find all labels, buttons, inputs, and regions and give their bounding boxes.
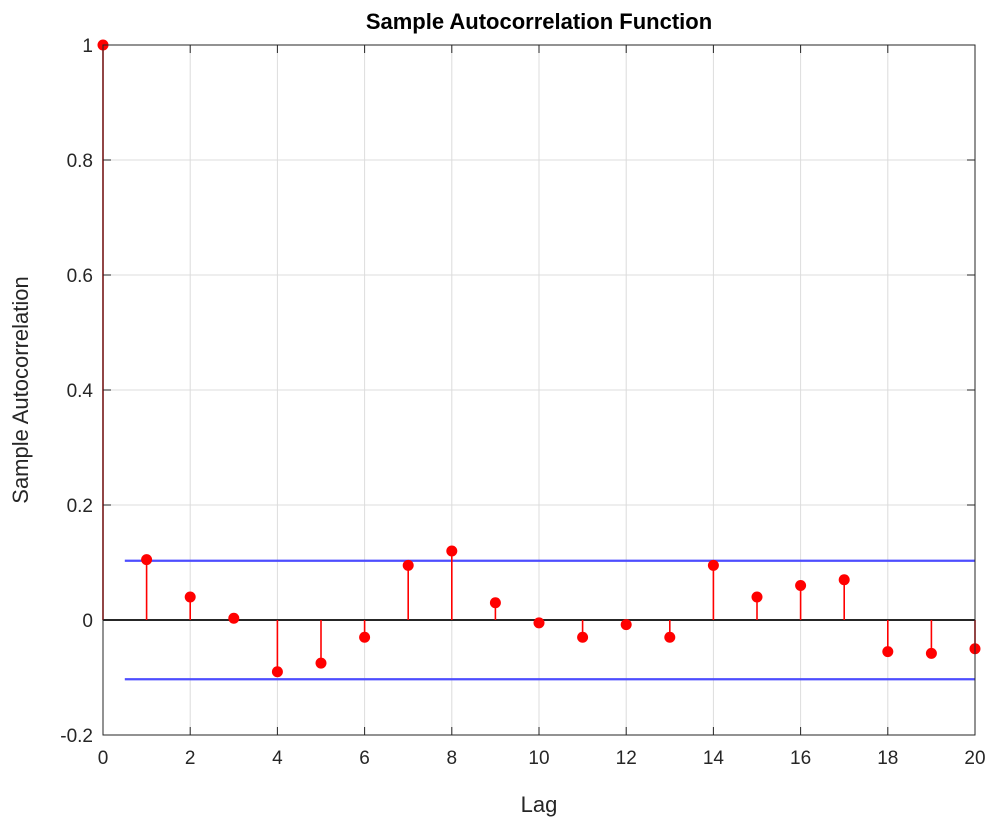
x-tick-label: 2 (185, 748, 196, 769)
stem-marker (228, 612, 240, 624)
stem-marker (925, 647, 937, 659)
x-tick-label: 10 (528, 748, 549, 769)
stem-marker (838, 574, 850, 586)
x-tick-label: 0 (98, 748, 109, 769)
x-tick-label: 8 (447, 748, 458, 769)
y-tick-label: 0.4 (67, 381, 94, 402)
y-tick-label: 0.8 (67, 151, 93, 172)
stem-marker (620, 619, 632, 631)
stem-marker (141, 554, 153, 566)
y-tick-label: 0.6 (67, 266, 93, 287)
ticks: 0 2 4 6 8 10 12 14 16 18 20-0.200.20.40.60.81 (60, 36, 985, 769)
y-tick-label: 0 (82, 611, 93, 632)
stem-marker (533, 617, 545, 629)
stem-marker (707, 559, 719, 571)
stem-marker (315, 657, 327, 669)
x-tick-label: 4 (272, 748, 283, 769)
stem-marker (184, 591, 196, 603)
confidence-bounds (124, 559, 975, 681)
stem-marker (359, 631, 371, 643)
x-tick-label: 16 (790, 748, 811, 769)
stem-marker (882, 646, 894, 658)
x-tick-label: 20 (964, 748, 985, 769)
x-axis-label: Lag (521, 792, 558, 817)
y-tick-label: -0.2 (60, 726, 93, 747)
stem-marker (795, 580, 807, 591)
x-tick-label: 6 (359, 748, 370, 769)
stem-marker (271, 666, 283, 678)
stem-marker (446, 545, 458, 557)
chart-title: Sample Autocorrelation Function (366, 9, 712, 34)
stem-marker (751, 591, 763, 603)
y-tick-label: 1 (82, 36, 93, 57)
stem-marker (664, 631, 676, 643)
y-axis-label: Sample Autocorrelation (8, 276, 33, 503)
x-tick-label: 14 (703, 748, 725, 769)
stem-marker (402, 559, 414, 571)
x-tick-label: 18 (877, 748, 898, 769)
y-tick-label: 0.2 (67, 496, 93, 517)
stem-marker (489, 597, 501, 609)
x-tick-label: 12 (616, 748, 637, 769)
stem-marker (577, 631, 589, 643)
